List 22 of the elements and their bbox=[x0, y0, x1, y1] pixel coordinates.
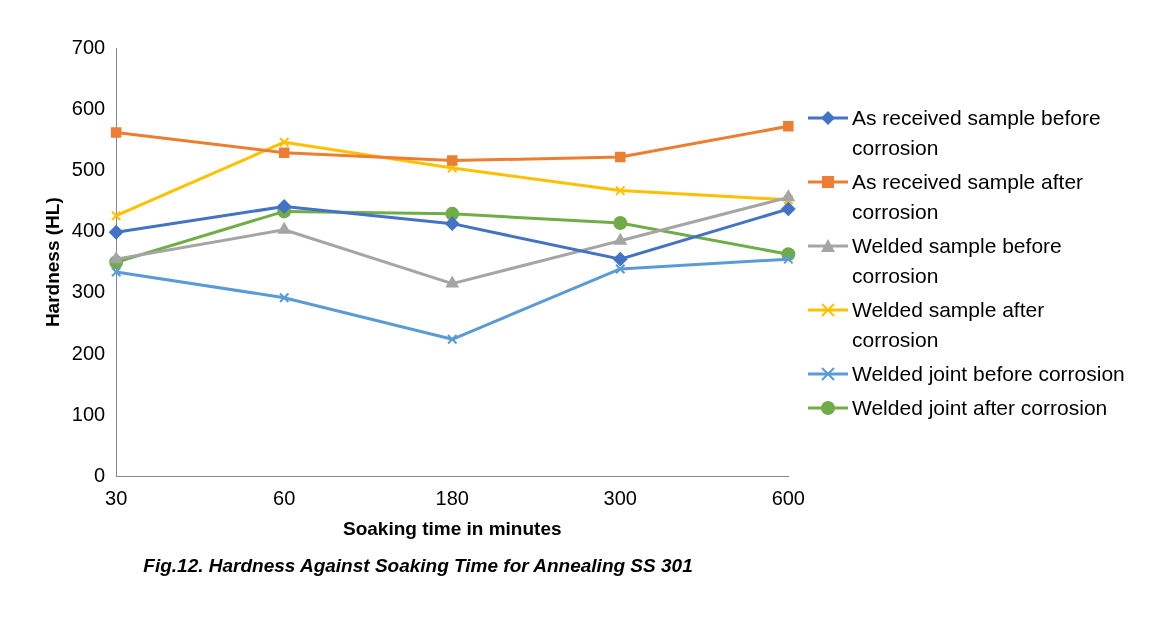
y-tick-label: 300 bbox=[71, 280, 106, 303]
x-tick-label: 60 bbox=[273, 486, 296, 509]
legend-label: As received sample after corrosion bbox=[852, 169, 1085, 225]
y-tick-label: 700 bbox=[71, 35, 106, 58]
y-tick-label: 500 bbox=[71, 157, 106, 180]
y-tick-label: 200 bbox=[71, 341, 106, 364]
text: Fig.12. Hardness Against Soaking Time for Annealing SS 301 bbox=[143, 554, 693, 576]
y-tick-label: 100 bbox=[71, 402, 106, 425]
y-tick-label: 400 bbox=[71, 219, 106, 242]
y-tick-label: 600 bbox=[71, 96, 106, 119]
x-tick-label: 180 bbox=[435, 486, 469, 509]
legend-label: Welded joint after corrosion bbox=[852, 395, 1108, 421]
y-tick-label: 0 bbox=[94, 463, 106, 486]
y-axis-title: Hardness (HL) bbox=[41, 197, 63, 328]
legend-label: As received sample before corrosion bbox=[852, 105, 1102, 161]
x-tick-label: 300 bbox=[603, 486, 637, 509]
x-tick-label: 30 bbox=[105, 486, 128, 509]
x-axis-title: Soaking time in minutes bbox=[342, 518, 562, 540]
legend-label: Welded joint before corrosion bbox=[852, 361, 1125, 387]
legend-label: Welded sample after corrosion bbox=[852, 297, 1046, 353]
x-tick-label: 600 bbox=[771, 486, 805, 509]
legend-label: Welded sample before corrosion bbox=[852, 233, 1063, 289]
